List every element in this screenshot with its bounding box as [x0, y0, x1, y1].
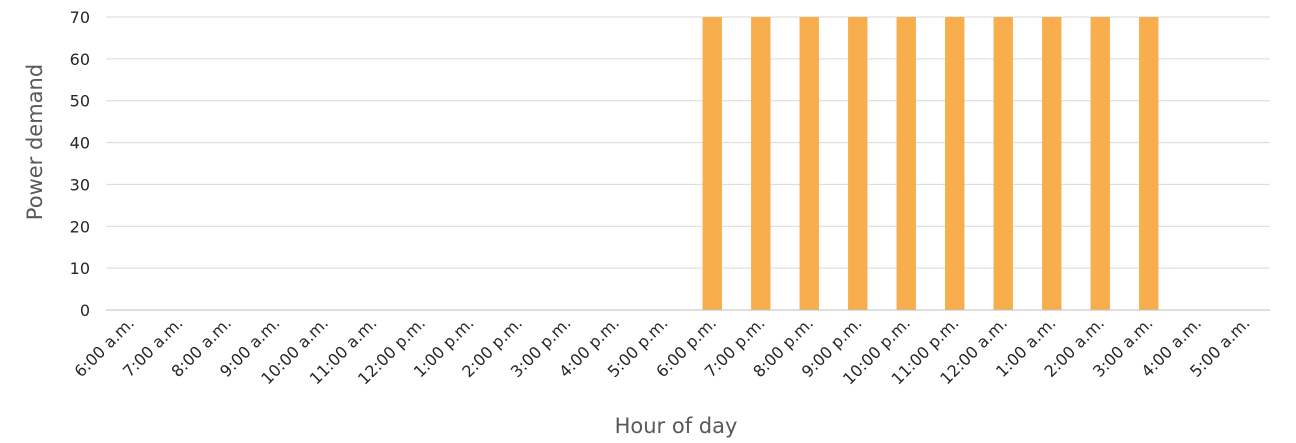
bar: [1042, 17, 1062, 310]
bar: [848, 17, 868, 310]
y-tick-label: 60: [70, 50, 90, 69]
y-tick-label: 30: [70, 175, 90, 194]
x-axis-title: Hour of day: [615, 414, 738, 438]
bar: [799, 17, 819, 310]
y-tick-label: 10: [70, 259, 90, 278]
y-tick-label: 20: [70, 217, 90, 236]
bar: [945, 17, 965, 310]
y-tick-label: 40: [70, 134, 90, 153]
bar: [993, 17, 1013, 310]
bar: [896, 17, 916, 310]
y-tick-label: 70: [70, 8, 90, 27]
gridlines: [106, 16, 1270, 269]
bar: [1090, 17, 1110, 310]
y-tick-label: 50: [70, 92, 90, 111]
x-tick-labels: 6:00 a.m.7:00 a.m.8:00 a.m.9:00 a.m.10:0…: [70, 313, 1253, 388]
bar: [702, 17, 722, 310]
y-tick-labels: 0 10 20 30 40 50 60 70: [70, 8, 90, 320]
bar: [751, 17, 771, 310]
bars: [702, 17, 1159, 310]
y-tick-label: 0: [80, 301, 90, 320]
y-axis-title: Power demand: [23, 64, 47, 220]
bar: [1139, 17, 1159, 310]
